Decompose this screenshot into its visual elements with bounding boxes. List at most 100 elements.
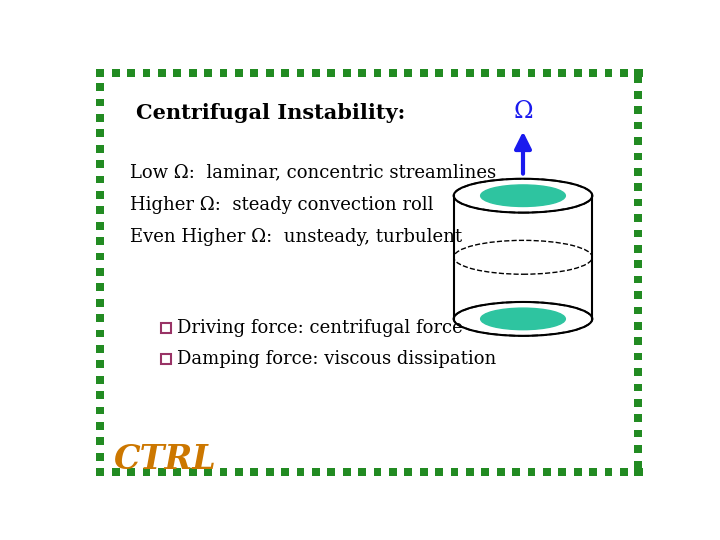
Bar	[96, 176, 104, 184]
Bar	[397, 468, 405, 476]
Bar	[243, 70, 251, 77]
Ellipse shape	[481, 185, 565, 206]
Bar	[634, 322, 642, 330]
Bar	[551, 468, 559, 476]
Bar	[634, 222, 642, 230]
Bar	[96, 114, 104, 122]
Bar	[628, 468, 636, 476]
Bar	[243, 468, 251, 476]
Bar	[634, 153, 642, 160]
Bar	[96, 314, 104, 322]
Bar	[628, 70, 636, 77]
Bar	[312, 70, 320, 77]
Bar	[174, 70, 181, 77]
Bar	[96, 399, 104, 407]
Bar	[96, 191, 104, 199]
Bar	[228, 70, 235, 77]
Bar	[96, 260, 104, 268]
Bar	[459, 468, 466, 476]
Bar	[634, 361, 642, 368]
Bar	[634, 437, 642, 445]
Bar	[559, 70, 566, 77]
Bar	[634, 399, 642, 407]
Text: Centrifugal Instability:: Centrifugal Instability:	[137, 103, 405, 123]
Text: Damping force: viscous dissipation: Damping force: viscous dissipation	[177, 350, 497, 368]
Bar	[634, 230, 642, 237]
Bar	[634, 130, 642, 137]
Bar	[220, 70, 228, 77]
Bar	[289, 70, 297, 77]
Bar	[451, 468, 459, 476]
Bar	[505, 468, 512, 476]
Bar	[96, 307, 104, 314]
Bar	[235, 468, 243, 476]
Bar	[127, 70, 135, 77]
Bar	[451, 70, 459, 77]
Bar	[566, 468, 574, 476]
Bar	[96, 83, 104, 91]
Bar	[96, 145, 104, 153]
Bar	[520, 468, 528, 476]
Bar	[389, 468, 397, 476]
Bar	[634, 422, 642, 430]
Bar	[612, 70, 620, 77]
Bar	[589, 70, 597, 77]
Bar	[96, 445, 104, 453]
Bar	[96, 230, 104, 237]
Bar	[228, 468, 235, 476]
Bar	[443, 468, 451, 476]
Bar	[382, 70, 389, 77]
Bar	[96, 284, 104, 291]
Bar	[343, 70, 351, 77]
Bar	[96, 106, 104, 114]
Bar	[282, 70, 289, 77]
Bar	[634, 284, 642, 291]
Bar	[634, 376, 642, 383]
Bar	[405, 70, 412, 77]
Bar	[96, 368, 104, 376]
Bar	[535, 468, 543, 476]
Bar	[104, 468, 112, 476]
Bar	[96, 392, 104, 399]
Text: Even Higher Ω:  unsteady, turbulent: Even Higher Ω: unsteady, turbulent	[130, 228, 462, 246]
Bar	[158, 70, 166, 77]
Bar	[359, 468, 366, 476]
Bar	[474, 70, 482, 77]
Bar	[559, 468, 566, 476]
Bar	[636, 70, 643, 77]
Bar	[574, 468, 582, 476]
Bar	[634, 345, 642, 353]
Bar	[96, 338, 104, 345]
Bar	[161, 354, 171, 363]
Bar	[634, 122, 642, 130]
Bar	[634, 291, 642, 299]
Bar	[335, 468, 343, 476]
Bar	[96, 376, 104, 383]
Bar	[634, 260, 642, 268]
Bar	[150, 468, 158, 476]
Bar	[161, 323, 171, 333]
Bar	[443, 70, 451, 77]
Bar	[634, 114, 642, 122]
Bar	[297, 468, 305, 476]
Bar	[428, 70, 435, 77]
Bar	[266, 468, 274, 476]
Bar	[120, 468, 127, 476]
Bar	[551, 70, 559, 77]
Bar	[96, 206, 104, 214]
Bar	[535, 70, 543, 77]
Bar	[96, 468, 104, 476]
Bar	[96, 130, 104, 137]
Bar	[166, 468, 174, 476]
Bar	[96, 291, 104, 299]
Bar	[634, 414, 642, 422]
Bar	[96, 383, 104, 392]
Bar	[235, 70, 243, 77]
Bar	[197, 70, 204, 77]
Bar	[528, 468, 536, 476]
Bar	[520, 70, 528, 77]
Bar	[634, 245, 642, 253]
Bar	[634, 314, 642, 322]
Bar	[366, 468, 374, 476]
Bar	[96, 153, 104, 160]
